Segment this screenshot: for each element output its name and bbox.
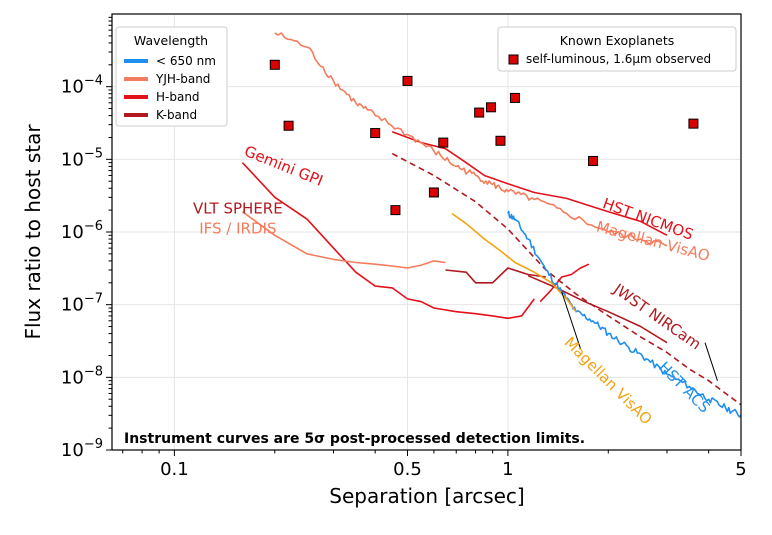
legend-label: H-band xyxy=(156,90,200,104)
planet-markers xyxy=(269,59,699,216)
x-tick-label: 5 xyxy=(735,459,746,480)
y-tick-label: 10−8 xyxy=(61,364,103,388)
x-axis-label: Separation [arcsec] xyxy=(329,484,524,508)
y-ticks: 10−9 10−8 10−7 10−6 10−5 10−4 xyxy=(61,16,112,461)
x-ticks: 0.1 0.5 1 5 xyxy=(122,450,747,480)
wavelength-legend: Wavelength < 650 nm YJH-band H-band K-band xyxy=(115,26,228,127)
planet-marker xyxy=(474,107,485,118)
legend-label: K-band xyxy=(156,108,197,122)
planet-marker xyxy=(486,102,497,113)
planets-legend-title: Known Exoplanets xyxy=(560,33,675,48)
footnote: Instrument curves are 5σ post-processed … xyxy=(124,431,585,447)
x-tick-label: 1 xyxy=(502,459,513,480)
planet-marker xyxy=(428,187,439,198)
y-tick-label: 10−6 xyxy=(61,219,103,243)
planets-legend-label: self-luminous, 1.6μm observed xyxy=(526,52,711,66)
grid xyxy=(112,14,742,451)
planets-legend-frame xyxy=(497,26,737,72)
y-tick-label: 10−4 xyxy=(61,74,103,98)
y-tick-label: 10−9 xyxy=(61,437,103,461)
planet-marker xyxy=(588,155,599,166)
y-axis-label: Flux ratio to host star xyxy=(21,124,45,340)
planet-marker xyxy=(438,137,449,148)
planet-marker xyxy=(283,120,294,131)
x-tick-label: 0.1 xyxy=(160,459,189,480)
planet-marker xyxy=(370,128,381,139)
x-tick-label: 0.5 xyxy=(393,459,422,480)
wavelength-legend-items: < 650 nm YJH-band H-band K-band xyxy=(124,54,216,122)
curve-label: IFS / IRDIS xyxy=(199,220,276,238)
planet-marker xyxy=(509,92,520,103)
series-line-hst-nicmos xyxy=(391,130,668,237)
planet-marker xyxy=(688,118,699,129)
planet-marker xyxy=(269,59,280,70)
wavelength-legend-frame xyxy=(115,26,228,127)
series-line-jwst-nircam-k2 xyxy=(391,152,742,406)
series-line-vlt-sphere-ifs xyxy=(242,211,446,269)
curve-label: VLT SPHERE xyxy=(193,199,283,217)
leader-line xyxy=(704,342,718,381)
y-tick-label: 10−7 xyxy=(61,292,103,316)
leader-lines xyxy=(561,291,718,381)
series-line-magellan-visao xyxy=(451,212,577,313)
series-lines xyxy=(241,32,742,418)
series-line-jwst-nircam-k1 xyxy=(527,274,668,344)
series-line-hst-acs xyxy=(507,210,742,418)
series-line-vlt-sphere-irdis xyxy=(445,267,547,284)
planets-legend-marker xyxy=(508,54,519,65)
legend-label: < 650 nm xyxy=(156,54,216,68)
planet-marker xyxy=(402,75,413,86)
series-line-magellan-visao-yjh xyxy=(274,32,668,247)
series-line-gemini-gpi xyxy=(241,162,535,320)
wavelength-legend-title: Wavelength xyxy=(134,33,208,48)
leader-line xyxy=(561,291,581,349)
planet-marker xyxy=(495,135,506,146)
series-line-gemini-gpi-k xyxy=(539,263,590,303)
y-tick-label: 10−5 xyxy=(61,146,103,170)
legend-label: YJH-band xyxy=(155,72,210,86)
planets-legend: Known Exoplanets self-luminous, 1.6μm ob… xyxy=(497,26,737,72)
planet-marker xyxy=(390,205,401,216)
